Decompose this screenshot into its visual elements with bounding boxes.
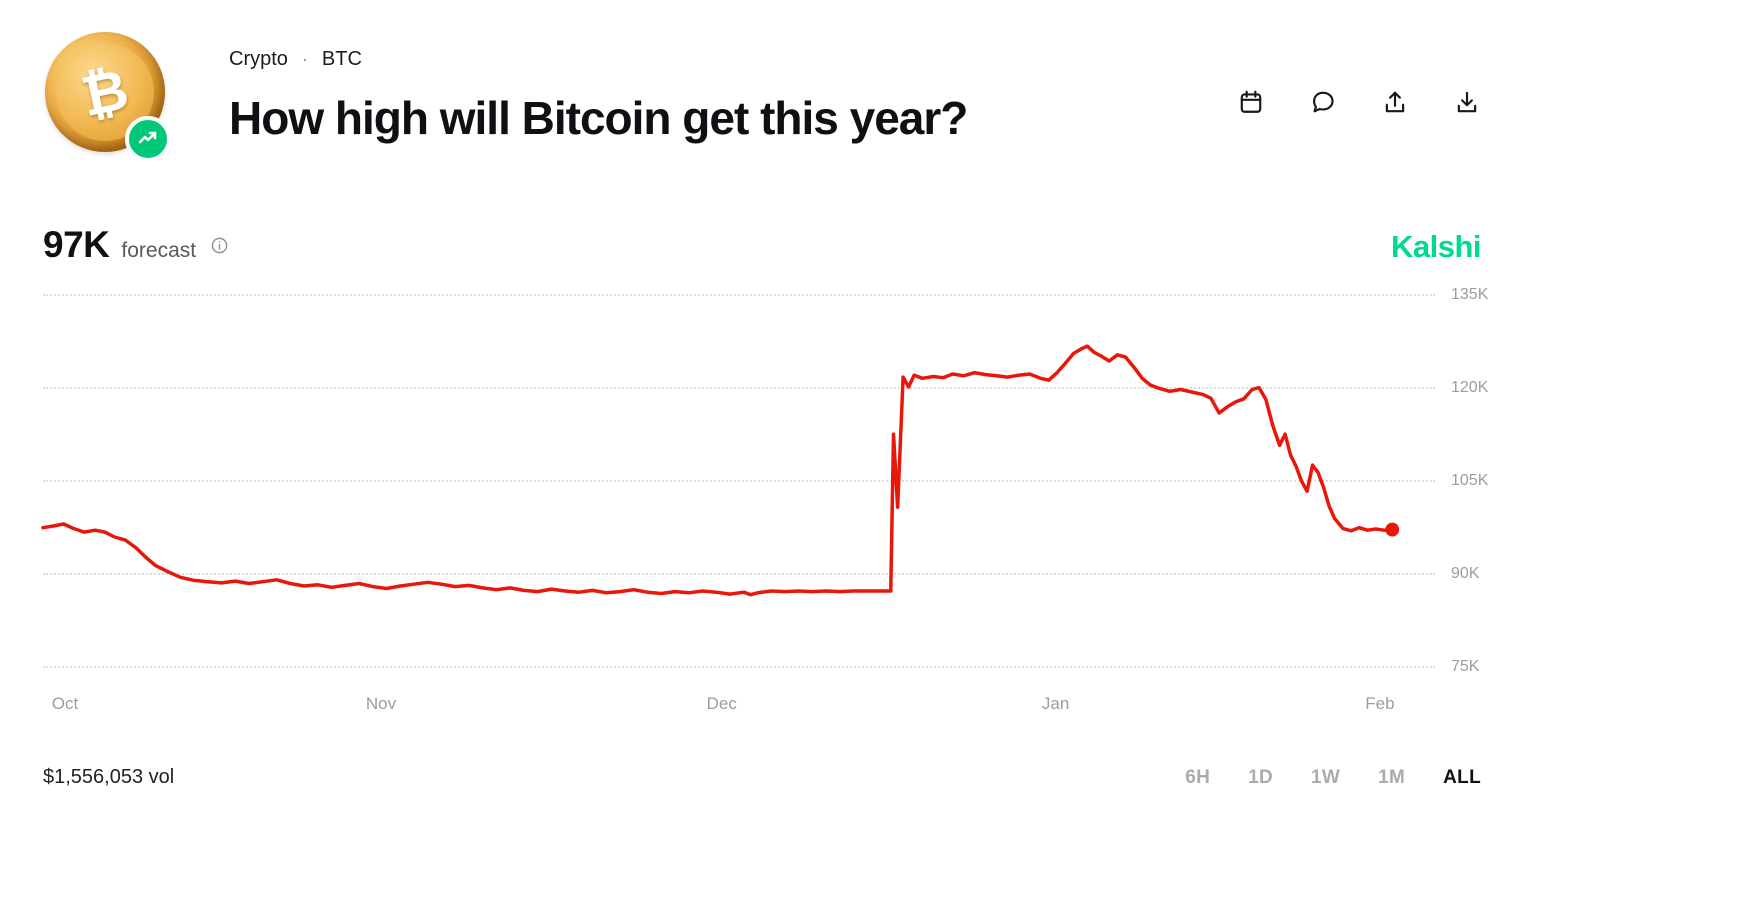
market-page: ₿ Crypto · BTC How high will Bitcoin get… xyxy=(0,30,1488,789)
forecast-label: forecast xyxy=(121,239,197,262)
download-button[interactable] xyxy=(1453,88,1481,116)
y-tick-label: 75K xyxy=(1451,658,1480,676)
volume-text: $1,556,053 vol xyxy=(43,766,175,788)
kalshi-logo: Kalshi xyxy=(1390,229,1482,264)
header-actions xyxy=(1237,30,1481,116)
calendar-button[interactable] xyxy=(1237,88,1265,116)
breadcrumb-category[interactable]: Crypto xyxy=(229,48,288,70)
x-tick-label: Nov xyxy=(365,694,397,713)
forecast-row: 97K forecast Kalshi xyxy=(43,224,1482,266)
x-tick-label: Jan xyxy=(1041,694,1070,713)
x-tick-label: Feb xyxy=(1365,694,1395,713)
trend-up-icon xyxy=(125,116,171,162)
range-1d[interactable]: 1D xyxy=(1248,766,1274,788)
bitcoin-symbol: ₿ xyxy=(76,56,134,128)
forecast-value: 97K xyxy=(43,224,110,265)
chart: 135K 120K 105K 90K 75K Oct Nov Dec Jan F… xyxy=(43,286,1488,724)
comment-icon xyxy=(1313,91,1334,113)
range-all[interactable]: ALL xyxy=(1443,766,1481,788)
range-6h[interactable]: 6H xyxy=(1185,766,1211,788)
header: ₿ Crypto · BTC How high will Bitcoin get… xyxy=(43,30,1481,172)
share-button[interactable] xyxy=(1381,88,1409,116)
footer: $1,556,053 vol 6H 1D 1W 1M ALL xyxy=(43,766,1481,789)
download-icon xyxy=(1457,91,1477,113)
y-tick-label: 90K xyxy=(1451,565,1480,583)
endpoint-dot xyxy=(1385,522,1400,537)
forecast-line xyxy=(43,346,1392,595)
gridline: 120K xyxy=(43,379,1488,396)
y-tick-label: 120K xyxy=(1451,379,1489,397)
range-1w[interactable]: 1W xyxy=(1311,766,1341,788)
x-tick-label: Oct xyxy=(51,694,79,713)
share-icon xyxy=(1385,91,1405,113)
market-image: ₿ xyxy=(43,30,185,172)
header-text: Crypto · BTC How high will Bitcoin get t… xyxy=(229,30,1237,145)
breadcrumb-ticker[interactable]: BTC xyxy=(321,48,362,70)
y-tick-label: 105K xyxy=(1451,472,1489,490)
comment-button[interactable] xyxy=(1309,88,1337,116)
info-icon xyxy=(211,237,228,253)
gridline: 135K xyxy=(43,286,1488,303)
time-range-selector: 6H 1D 1W 1M ALL xyxy=(1185,767,1481,789)
page-title: How high will Bitcoin get this year? xyxy=(229,92,968,144)
range-1m[interactable]: 1M xyxy=(1378,766,1406,788)
calendar-icon xyxy=(1240,90,1262,113)
bitcoin-coin-icon: ₿ xyxy=(45,32,165,152)
gridline: 90K xyxy=(43,565,1479,582)
breadcrumb: Crypto · BTC xyxy=(229,48,1237,71)
x-tick-label: Dec xyxy=(706,694,737,713)
gridline: 75K xyxy=(43,658,1479,675)
y-tick-label: 135K xyxy=(1451,286,1489,304)
chart-plot-area[interactable]: 135K 120K 105K 90K 75K xyxy=(43,286,1488,675)
breadcrumb-separator: · xyxy=(301,49,308,69)
chart-line-svg xyxy=(43,294,1400,666)
x-axis: Oct Nov Dec Jan Feb xyxy=(43,694,1417,724)
gridline: 105K xyxy=(43,472,1488,489)
info-button[interactable] xyxy=(210,236,229,255)
